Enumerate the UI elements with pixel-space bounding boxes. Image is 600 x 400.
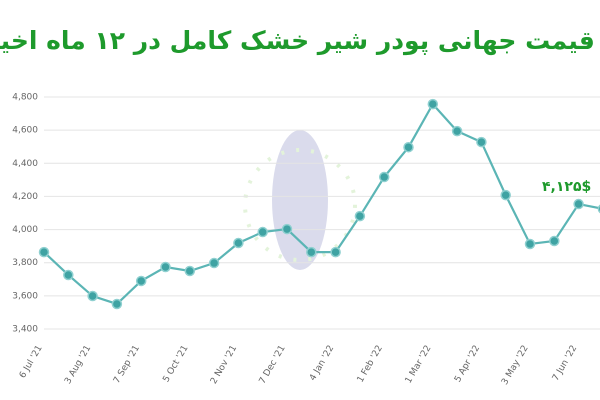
point (63, 269, 74, 281)
point (257, 226, 268, 238)
point (451, 125, 463, 137)
y-tick-label: 4,400 (12, 159, 38, 169)
point (233, 237, 244, 249)
x-tick-label: 1 Feb '22 (356, 344, 385, 385)
y-tick-label: 4,800 (12, 93, 38, 103)
annotation: ۴,۱۲۵$ (542, 179, 591, 195)
point (281, 223, 293, 235)
y-tick-label: 3,800 (12, 258, 38, 268)
x-tick-label: 5 Apr '22 (453, 344, 482, 384)
point (378, 171, 390, 183)
y-tick-label: 4,600 (12, 126, 38, 136)
x-tick-label: 6 Jul '21 (18, 344, 45, 380)
point (160, 261, 171, 273)
point (111, 298, 123, 310)
x-tick-label: 7 Dec '21 (258, 344, 288, 386)
x-tick-label: 1 Mar '22 (404, 344, 434, 386)
y-tick-label: 3,600 (12, 291, 38, 301)
y-tick-label: 3,400 (12, 325, 38, 335)
point (476, 136, 487, 148)
point (549, 235, 560, 247)
point (524, 238, 536, 250)
point (208, 257, 220, 269)
watermark-logo (243, 130, 357, 270)
x-tick-label: 3 May '22 (500, 344, 531, 387)
x-tick-label: 4 Jan '22 (308, 344, 336, 383)
point (427, 98, 439, 110)
y-tick-label: 4,000 (12, 225, 38, 235)
line (43, 102, 600, 306)
point (306, 246, 317, 258)
point (87, 290, 98, 302)
point (330, 246, 341, 258)
y-tick-label: 4,200 (12, 192, 38, 202)
x-tick-label: 7 Sep '21 (112, 344, 142, 386)
point (354, 210, 366, 222)
point (38, 246, 50, 258)
point (184, 265, 196, 277)
point (135, 275, 147, 287)
x-tick-label: 2 Nov '21 (209, 344, 239, 386)
x-tick-label: 3 Aug '21 (63, 344, 93, 386)
chart-title: قیمت جهانی پودر شیر خشک کامل در ۱۲ ماه ا… (0, 26, 595, 56)
x-tick-label: 5 Oct '21 (161, 344, 190, 384)
x-tick-label: 7 Jun '22 (551, 344, 579, 383)
point (573, 198, 584, 210)
point (500, 189, 511, 201)
point (403, 141, 414, 153)
